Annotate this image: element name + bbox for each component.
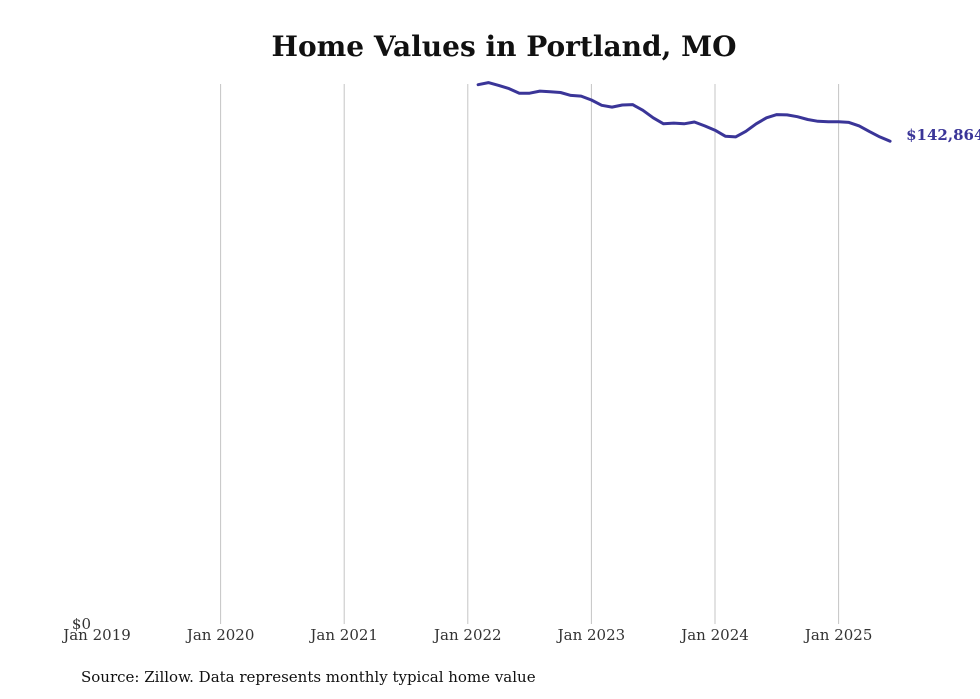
x-tick-label: Jan 2024	[679, 626, 749, 644]
series-line	[476, 81, 892, 143]
y-axis-tick-labels: $0	[72, 615, 91, 633]
x-tick-label: Jan 2020	[185, 626, 255, 644]
end-value-label: $142,864	[906, 126, 980, 144]
x-tick-label: Jan 2022	[432, 626, 502, 644]
x-tick-label: Jan 2025	[803, 626, 873, 644]
x-tick-label: Jan 2021	[308, 626, 378, 644]
gridlines	[220, 84, 840, 624]
source-note: Source: Zillow. Data represents monthly …	[81, 668, 536, 686]
x-tick-label: Jan 2023	[556, 626, 626, 644]
y-tick-label: $0	[72, 615, 91, 633]
x-axis-tick-labels: Jan 2019 Jan 2020 Jan 2021 Jan 2022 Jan 2023…	[61, 626, 872, 644]
chart-title: Home Values in Portland, MO	[271, 30, 737, 63]
series-layer	[476, 81, 892, 143]
x-tick-label: Jan 2019	[61, 626, 131, 644]
